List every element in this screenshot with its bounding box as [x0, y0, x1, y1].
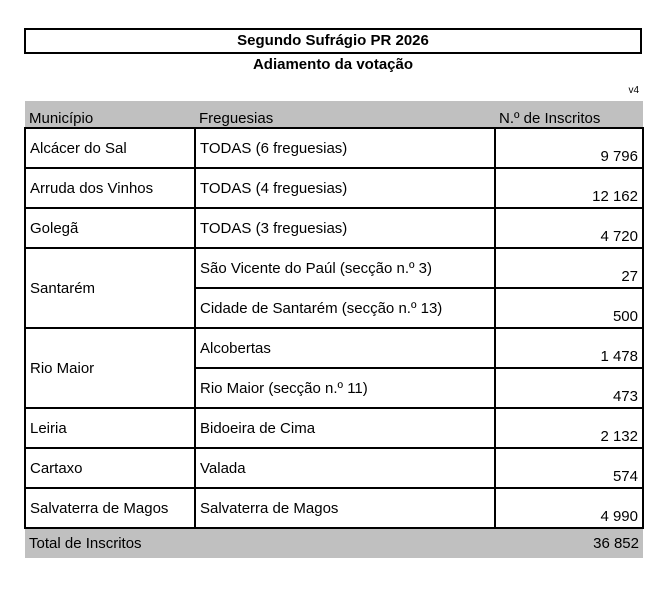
municipio-cell: Cartaxo: [24, 447, 196, 489]
total-value: 36 852: [495, 528, 643, 558]
inscritos-cell: 4 720: [494, 207, 644, 249]
municipio-cell: Santarém: [24, 247, 196, 329]
table-row: Cidade de Santarém (secção n.º 13) 500: [25, 287, 644, 329]
freguesia-cell: Salvaterra de Magos: [194, 487, 496, 529]
version-label: v4: [628, 85, 639, 96]
municipio-cell: Rio Maior: [24, 327, 196, 409]
header-inscritos: N.º de Inscritos: [495, 101, 643, 128]
inscritos-cell: 4 990: [494, 487, 644, 529]
total-label: Total de Inscritos: [25, 528, 495, 558]
header-freguesias: Freguesias: [195, 101, 495, 128]
document-title: Segundo Sufrágio PR 2026: [24, 28, 642, 54]
table-header: Município Freguesias N.º de Inscritos: [25, 101, 643, 128]
inscritos-cell: 27: [494, 247, 644, 289]
header-municipio: Município: [25, 101, 195, 128]
freguesia-cell: São Vicente do Paúl (secção n.º 3): [194, 247, 496, 289]
freguesia-cell: Bidoeira de Cima: [194, 407, 496, 449]
freguesia-cell: Alcobertas: [194, 327, 496, 369]
municipio-cell: Golegã: [24, 207, 196, 249]
table-row: Leiria Bidoeira de Cima 2 132: [24, 407, 644, 449]
inscritos-cell: 473: [494, 367, 644, 409]
table-row: Salvaterra de Magos Salvaterra de Magos 4 …: [24, 487, 644, 529]
inscritos-cell: 500: [494, 287, 644, 329]
table-row: Cartaxo Valada 574: [24, 447, 644, 489]
freguesia-cell: Cidade de Santarém (secção n.º 13): [194, 287, 496, 329]
table-row: Santarém São Vicente do Paúl (secção n.º …: [24, 247, 644, 329]
freguesia-cell: TODAS (4 freguesias): [194, 167, 496, 209]
inscritos-cell: 9 796: [494, 127, 644, 169]
table-row: Arruda dos Vinhos TODAS (4 freguesias) 12 …: [24, 167, 644, 209]
inscritos-cell: 2 132: [494, 407, 644, 449]
inscritos-cell: 1 478: [494, 327, 644, 369]
inscritos-cell: 574: [494, 447, 644, 489]
inscritos-cell: 12 162: [494, 167, 644, 209]
municipio-cell: Salvaterra de Magos: [24, 487, 196, 529]
total-row: Total de Inscritos 36 852: [25, 528, 643, 558]
freguesia-cell: Rio Maior (secção n.º 11): [194, 367, 496, 409]
freguesia-cell: TODAS (6 freguesias): [194, 127, 496, 169]
table-row: Rio Maior (secção n.º 11) 473: [25, 367, 644, 409]
registrations-table: Município Freguesias N.º de Inscritos Al…: [24, 101, 644, 558]
municipio-cell: Alcácer do Sal: [24, 127, 196, 169]
document-subtitle: Adiamento da votação: [252, 56, 414, 73]
table-row: Rio Maior Alcobertas 1 478: [24, 327, 644, 409]
freguesia-cell: Valada: [194, 447, 496, 489]
municipio-cell: Leiria: [24, 407, 196, 449]
table-row: Golegã TODAS (3 freguesias) 4 720: [24, 207, 644, 249]
freguesia-cell: TODAS (3 freguesias): [194, 207, 496, 249]
table-row: Alcácer do Sal TODAS (6 freguesias) 9 796: [24, 127, 644, 169]
municipio-cell: Arruda dos Vinhos: [24, 167, 196, 209]
